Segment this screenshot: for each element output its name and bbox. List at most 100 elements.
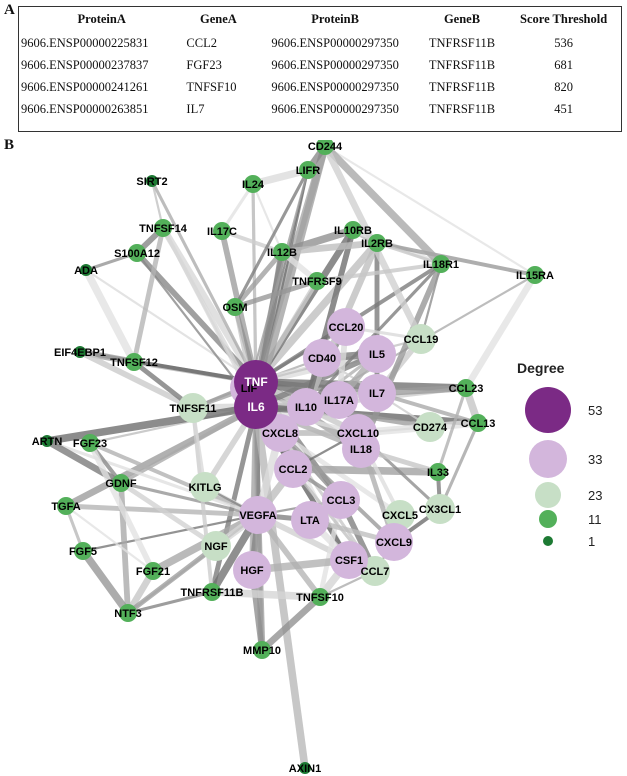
- node-kitlg: [190, 472, 220, 502]
- node-label-tnfrsf11b: TNFRSF11B: [181, 587, 244, 599]
- node-tgfa: [57, 497, 75, 515]
- node-il2rb: [368, 234, 386, 252]
- edge-tnfrsf9-il18r1: [316, 262, 442, 283]
- cell-gene-a: TNFSF10: [186, 80, 237, 94]
- node-label-cxcl5: CXCL5: [382, 510, 418, 522]
- cell-score: 820: [554, 80, 573, 94]
- node-label-tnfsf14: TNFSF14: [139, 223, 188, 235]
- node-label-il17a: IL17A: [324, 395, 354, 407]
- cell-gene-b: TNFRSF11B: [428, 102, 496, 116]
- node-ntf3: [119, 604, 137, 622]
- node-label-il5: IL5: [369, 349, 385, 361]
- edge-cx3cl1-ccl13: [438, 422, 480, 510]
- edge-il12b-il24: [251, 183, 284, 253]
- edge-tnfrsf11b-ntf3: [127, 590, 213, 615]
- header-score-threshold: Score Threshold: [520, 12, 608, 26]
- cell-gene-b: TNFRSF11B: [428, 58, 496, 72]
- node-label-ccl23: CCL23: [449, 383, 484, 395]
- edge-vegfa-artn: [46, 439, 259, 517]
- edge-tnf-il2rb: [253, 240, 380, 385]
- node-gdnf: [112, 474, 130, 492]
- node-label-kitlg: KITLG: [189, 482, 222, 494]
- node-il6: [234, 385, 278, 429]
- edge-lifr-osm: [233, 169, 310, 308]
- header-protein-b: ProteinB: [311, 12, 359, 26]
- node-ada: [80, 264, 92, 276]
- node-il17c: [213, 222, 231, 240]
- node-axin1: [299, 762, 311, 774]
- node-label-fgf21: FGF21: [136, 566, 170, 578]
- table-row: 9606.ENSP00000237837 FGF23 9606.ENSP0000…: [19, 55, 621, 77]
- legend-swatch-53: [525, 387, 571, 433]
- edge-tnfsf14-tnfsf12: [131, 227, 166, 363]
- ppi-network-graph: SIRT2 ADA EIF4EBP1 ARTN AXIN1 CD244 IL24 LIFR TN…: [32, 140, 602, 775]
- cell-protein-b: 9606.ENSP00000297350: [271, 36, 399, 50]
- node-label-tnfsf12: TNFSF12: [110, 357, 158, 369]
- node-label-mmp10: MMP10: [243, 645, 281, 657]
- edge-tnfsf10-mmp10: [259, 594, 323, 653]
- edge-ccl2-il33: [292, 465, 439, 476]
- node-label-ccl7: CCL7: [361, 566, 390, 578]
- cell-protein-a: 9606.ENSP00000241261: [21, 80, 149, 94]
- edge-lifr-il24: [252, 166, 309, 188]
- node-label-il10: IL10: [295, 402, 317, 414]
- edge-osm-tnfrsf9: [234, 278, 318, 310]
- node-label-hgf: HGF: [240, 565, 264, 577]
- node-label-s100a12: S100A12: [114, 248, 160, 260]
- edge-ccl23-il15ra: [463, 273, 538, 390]
- node-il5: [358, 335, 396, 373]
- node-label-il18: IL18: [350, 444, 372, 456]
- header-gene-a: GeneA: [200, 12, 237, 26]
- node-label-ada: ADA: [74, 265, 98, 277]
- node-label-tnfrsf9: TNFRSF9: [292, 276, 342, 288]
- node-label-fgf5: FGF5: [69, 546, 97, 558]
- node-il24: [244, 175, 262, 193]
- edge-vegfa-fgf23: [89, 441, 259, 517]
- edge-vegfa-gdnf: [120, 481, 259, 517]
- node-label-il33: IL33: [427, 467, 449, 479]
- edge-il12b-il17c: [221, 229, 283, 254]
- node-label-artn: ARTN: [32, 436, 63, 448]
- legend-swatch-1: [543, 536, 553, 546]
- node-cd274: [415, 412, 445, 442]
- node-label-il10rb: IL10RB: [334, 225, 372, 237]
- edge-tnf-sirt2: [150, 180, 258, 383]
- node-fgf21: [144, 562, 162, 580]
- node-label-eif4ebp1: EIF4EBP1: [54, 347, 106, 359]
- node-label-sirt2: SIRT2: [136, 176, 167, 188]
- node-label-gdnf: GDNF: [105, 478, 136, 490]
- node-ccl2: [274, 450, 312, 488]
- legend-value-53: 53: [588, 403, 602, 418]
- edge-il15ra-cd244: [324, 145, 536, 276]
- node-il10: [287, 388, 325, 426]
- node-ccl3: [322, 481, 360, 519]
- node-label-il24: IL24: [242, 179, 265, 191]
- node-label-il7: IL7: [369, 388, 385, 400]
- edge-il17c-il24: [220, 183, 255, 232]
- edge-ada-tnfsf12: [82, 268, 138, 364]
- node-il18: [342, 430, 380, 468]
- node-label-cxcl9: CXCL9: [376, 537, 412, 549]
- node-tnfrsf11b: [203, 583, 221, 601]
- node-sirt2: [146, 175, 158, 187]
- node-tnfsf10: [311, 588, 329, 606]
- node-il12b: [273, 243, 291, 261]
- node-label-osm: OSM: [222, 302, 247, 314]
- edge-vegfa-fgf5: [82, 513, 259, 553]
- node-label-il17c: IL17C: [207, 226, 237, 238]
- node-label-tgfa: TGFA: [51, 501, 80, 513]
- node-label-ngf: NGF: [204, 541, 228, 553]
- legend-swatch-11: [539, 510, 557, 528]
- table-row: 9606.ENSP00000241261 TNFSF10 9606.ENSP00…: [19, 77, 621, 99]
- cell-protein-a: 9606.ENSP00000237837: [21, 58, 149, 72]
- edge-tgfa-fgf21: [65, 505, 154, 572]
- node-label-ccl3: CCL3: [327, 495, 356, 507]
- legend-value-33: 33: [588, 452, 602, 467]
- node-label-csf1: CSF1: [335, 555, 363, 567]
- node-il33: [429, 463, 447, 481]
- node-il15ra: [526, 266, 544, 284]
- node-cd40: [303, 339, 341, 377]
- header-protein-a: ProteinA: [77, 12, 126, 26]
- node-label-ccl20: CCL20: [329, 322, 364, 334]
